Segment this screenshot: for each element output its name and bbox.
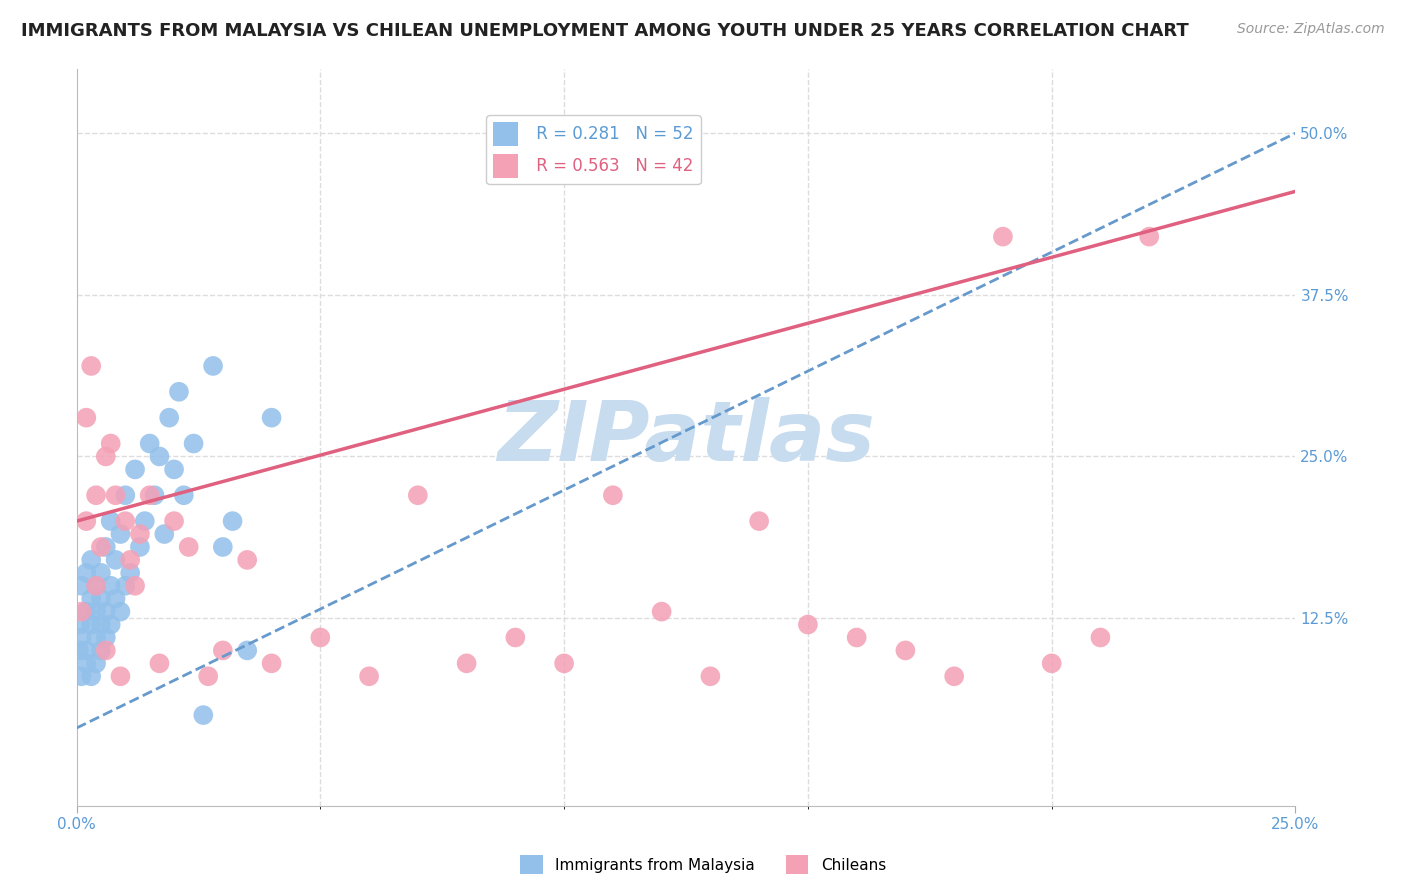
Point	[75, 605, 97, 619]
Point	[69, 617, 91, 632]
Point	[163, 514, 186, 528]
Point	[138, 488, 160, 502]
Point	[100, 579, 122, 593]
Point	[80, 553, 103, 567]
Point	[1040, 657, 1063, 671]
Point	[70, 579, 93, 593]
Point	[80, 591, 103, 606]
Point	[260, 657, 283, 671]
Point	[651, 605, 673, 619]
Point	[167, 384, 190, 399]
Point	[84, 579, 107, 593]
Point	[211, 540, 233, 554]
Point	[120, 553, 142, 567]
Point	[75, 514, 97, 528]
Point	[177, 540, 200, 554]
Point	[153, 527, 176, 541]
Point	[90, 643, 112, 657]
Point	[991, 229, 1014, 244]
Point	[94, 450, 117, 464]
Point	[129, 540, 152, 554]
Point	[748, 514, 770, 528]
Legend: Immigrants from Malaysia, Chileans: Immigrants from Malaysia, Chileans	[515, 849, 891, 880]
Point	[84, 488, 107, 502]
Point	[100, 436, 122, 450]
Point	[80, 359, 103, 373]
Point	[94, 605, 117, 619]
Point	[236, 643, 259, 657]
Point	[505, 631, 527, 645]
Point	[236, 553, 259, 567]
Text: ZIPatlas: ZIPatlas	[498, 397, 875, 477]
Point	[104, 488, 127, 502]
Point	[138, 436, 160, 450]
Point	[602, 488, 624, 502]
Text: Source: ZipAtlas.com: Source: ZipAtlas.com	[1237, 22, 1385, 37]
Point	[211, 643, 233, 657]
Point	[260, 410, 283, 425]
Point	[143, 488, 166, 502]
Point	[90, 566, 112, 580]
Point	[1137, 229, 1160, 244]
Point	[75, 657, 97, 671]
Point	[148, 657, 170, 671]
Point	[359, 669, 381, 683]
Point	[1090, 631, 1112, 645]
Point	[202, 359, 225, 373]
Point	[163, 462, 186, 476]
Point	[84, 657, 107, 671]
Point	[699, 669, 721, 683]
Point	[90, 540, 112, 554]
Point	[120, 566, 142, 580]
Point	[75, 643, 97, 657]
Point	[114, 488, 136, 502]
Point	[70, 605, 93, 619]
Point	[70, 631, 93, 645]
Point	[943, 669, 966, 683]
Point	[84, 579, 107, 593]
Point	[100, 617, 122, 632]
Point	[84, 631, 107, 645]
Point	[104, 591, 127, 606]
Point	[90, 617, 112, 632]
Point	[100, 514, 122, 528]
Point	[90, 591, 112, 606]
Point	[84, 605, 107, 619]
Point	[894, 643, 917, 657]
Point	[797, 617, 820, 632]
Point	[173, 488, 195, 502]
Point	[456, 657, 478, 671]
Point	[75, 566, 97, 580]
Point	[845, 631, 868, 645]
Point	[124, 462, 146, 476]
Point	[80, 617, 103, 632]
Point	[157, 410, 180, 425]
Legend:  R = 0.281   N = 52,  R = 0.563   N = 42: R = 0.281 N = 52, R = 0.563 N = 42	[486, 115, 700, 185]
Point	[114, 579, 136, 593]
Point	[197, 669, 219, 683]
Point	[94, 540, 117, 554]
Point	[221, 514, 243, 528]
Point	[80, 669, 103, 683]
Point	[134, 514, 156, 528]
Point	[553, 657, 575, 671]
Point	[110, 605, 132, 619]
Point	[70, 669, 93, 683]
Point	[67, 643, 90, 657]
Point	[94, 643, 117, 657]
Point	[75, 410, 97, 425]
Point	[129, 527, 152, 541]
Point	[148, 450, 170, 464]
Point	[110, 527, 132, 541]
Text: IMMIGRANTS FROM MALAYSIA VS CHILEAN UNEMPLOYMENT AMONG YOUTH UNDER 25 YEARS CORR: IMMIGRANTS FROM MALAYSIA VS CHILEAN UNEM…	[21, 22, 1189, 40]
Point	[124, 579, 146, 593]
Point	[104, 553, 127, 567]
Point	[193, 708, 215, 723]
Point	[94, 631, 117, 645]
Point	[114, 514, 136, 528]
Point	[406, 488, 429, 502]
Point	[309, 631, 332, 645]
Point	[183, 436, 205, 450]
Point	[110, 669, 132, 683]
